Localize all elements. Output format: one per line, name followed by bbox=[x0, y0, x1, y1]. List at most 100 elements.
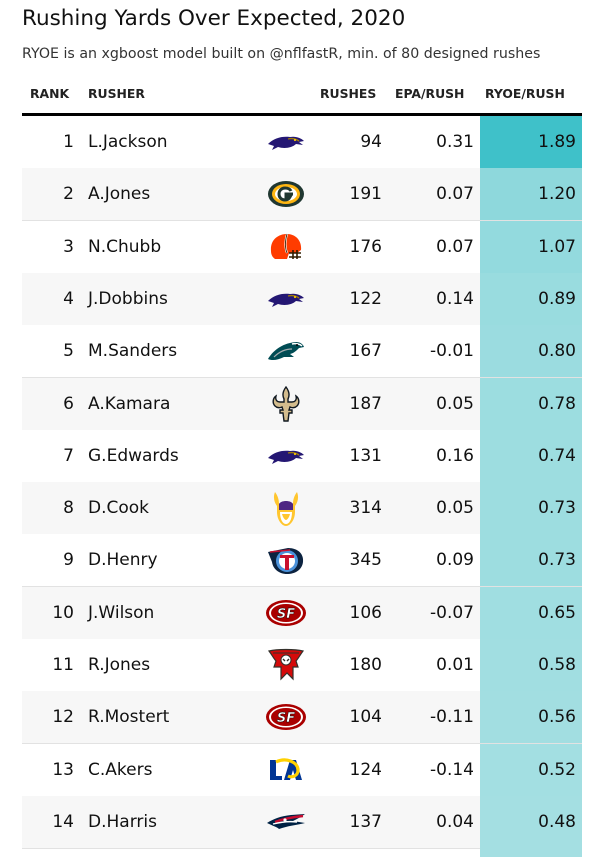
rank-cell: 12 bbox=[52, 707, 74, 728]
rank-cell: 13 bbox=[52, 759, 74, 780]
rusher-name-cell: R.Mostert bbox=[88, 707, 170, 728]
ryoe-per-rush-cell: 1.07 bbox=[480, 220, 582, 273]
svg-text:SF: SF bbox=[277, 711, 295, 726]
ryoe-per-rush-cell: 0.65 bbox=[480, 586, 582, 639]
table-row: 5 M.Sanders 167 -0.01 0.80 bbox=[22, 325, 582, 379]
ryoe-per-rush-cell: 0.73 bbox=[480, 482, 582, 535]
epa-per-rush-cell: 0.14 bbox=[436, 288, 474, 309]
epa-per-rush-cell: -0.14 bbox=[430, 759, 474, 780]
rank-cell: 9 bbox=[63, 550, 74, 571]
rushes-cell: 187 bbox=[349, 393, 382, 414]
header-rusher: RUSHER bbox=[88, 86, 145, 101]
epa-per-rush-cell: -0.01 bbox=[430, 341, 474, 362]
ryoe-per-rush-cell: 1.20 bbox=[480, 168, 582, 221]
epa-per-rush-cell: 0.31 bbox=[436, 132, 474, 152]
table-row: 8 D.Cook 314 0.05 0.73 bbox=[22, 482, 582, 536]
browns-logo-icon bbox=[260, 221, 312, 273]
header-rushes: RUSHES bbox=[320, 86, 377, 101]
rank-cell: 5 bbox=[63, 341, 74, 362]
table-row: 11 R.Jones 180 0.01 0.58 bbox=[22, 639, 582, 692]
chart-subtitle: RYOE is an xgboost model built on @nflfa… bbox=[22, 46, 541, 62]
rank-cell: 10 bbox=[52, 602, 74, 623]
rank-cell: 3 bbox=[63, 236, 74, 257]
epa-per-rush-cell: 0.01 bbox=[436, 655, 474, 675]
header-rank: RANK bbox=[30, 86, 70, 101]
rank-cell: 1 bbox=[63, 132, 74, 152]
table-row: 10 J.Wilson SF 106 -0.07 0.65 bbox=[22, 586, 582, 640]
vikings-logo-icon bbox=[260, 482, 312, 534]
buccaneers-logo-icon bbox=[260, 639, 312, 691]
eagles-logo-icon bbox=[260, 325, 312, 377]
rusher-name-cell: C.Akers bbox=[88, 759, 153, 780]
ryoe-column-tail bbox=[480, 843, 582, 857]
ravens-logo-icon bbox=[260, 116, 312, 168]
epa-per-rush-cell: 0.04 bbox=[436, 811, 474, 832]
rushes-cell: 191 bbox=[349, 184, 382, 205]
ryoe-per-rush-cell: 0.56 bbox=[480, 691, 582, 744]
rushes-cell: 345 bbox=[349, 550, 382, 571]
packers-logo-icon bbox=[260, 168, 312, 220]
table-row: 7 G.Edwards 131 0.16 0.74 bbox=[22, 429, 582, 483]
saints-logo-icon bbox=[260, 378, 312, 430]
rank-cell: 7 bbox=[63, 445, 74, 466]
epa-per-rush-cell: 0.09 bbox=[436, 550, 474, 571]
chart-title: Rushing Yards Over Expected, 2020 bbox=[22, 6, 406, 31]
rusher-name-cell: R.Jones bbox=[88, 655, 151, 675]
epa-per-rush-cell: 0.07 bbox=[436, 236, 474, 257]
table-header: RANK RUSHER RUSHES EPA/RUSH RYOE/RUSH bbox=[22, 85, 582, 116]
rusher-name-cell: D.Harris bbox=[88, 811, 157, 832]
table-row: 2 A.Jones 191 0.07 1.20 bbox=[22, 168, 582, 222]
titans-logo-icon bbox=[260, 534, 312, 586]
rushes-cell: 180 bbox=[349, 655, 382, 675]
rank-cell: 2 bbox=[63, 184, 74, 205]
49ers-logo-icon: SF bbox=[260, 691, 312, 743]
table-row: 13 C.Akers 124 -0.14 0.52 bbox=[22, 743, 582, 797]
table-row: 9 D.Henry 345 0.09 0.73 bbox=[22, 534, 582, 588]
epa-per-rush-cell: 0.16 bbox=[436, 445, 474, 466]
epa-per-rush-cell: 0.05 bbox=[436, 393, 474, 414]
rank-cell: 6 bbox=[63, 393, 74, 414]
rams-logo-icon bbox=[260, 744, 312, 796]
table-row: 14 D.Harris 137 0.04 0.48 bbox=[22, 795, 582, 849]
table-row: 1 L.Jackson 94 0.31 1.89 bbox=[22, 116, 582, 169]
rank-cell: 14 bbox=[52, 811, 74, 832]
ryoe-per-rush-cell: 1.89 bbox=[480, 116, 582, 168]
rusher-name-cell: J.Wilson bbox=[88, 602, 155, 623]
epa-per-rush-cell: -0.07 bbox=[430, 602, 474, 623]
rusher-name-cell: A.Jones bbox=[88, 184, 151, 205]
rushes-cell: 122 bbox=[349, 288, 382, 309]
header-ryoe: RYOE/RUSH bbox=[485, 86, 565, 101]
rank-cell: 4 bbox=[63, 288, 74, 309]
ryoe-per-rush-cell: 0.78 bbox=[480, 377, 582, 430]
header-epa: EPA/RUSH bbox=[395, 86, 465, 101]
rushes-cell: 137 bbox=[349, 811, 382, 832]
epa-per-rush-cell: 0.05 bbox=[436, 498, 474, 519]
svg-text:SF: SF bbox=[277, 607, 295, 622]
ryoe-per-rush-cell: 0.52 bbox=[480, 743, 582, 796]
rusher-name-cell: D.Henry bbox=[88, 550, 158, 571]
ravens-logo-icon bbox=[260, 430, 312, 482]
ryoe-per-rush-cell: 0.58 bbox=[480, 639, 582, 691]
table-row: 12 R.Mostert SF 104 -0.11 0.56 bbox=[22, 691, 582, 745]
table-row: 3 N.Chubb 176 0.07 1.07 bbox=[22, 220, 582, 274]
rusher-name-cell: J.Dobbins bbox=[88, 288, 168, 309]
table-row: 4 J.Dobbins 122 0.14 0.89 bbox=[22, 272, 582, 326]
ryoe-per-rush-cell: 0.80 bbox=[480, 325, 582, 378]
ryoe-per-rush-cell: 0.74 bbox=[480, 429, 582, 482]
rank-cell: 8 bbox=[63, 498, 74, 519]
ryoe-per-rush-cell: 0.89 bbox=[480, 272, 582, 325]
epa-per-rush-cell: 0.07 bbox=[436, 184, 474, 205]
rushes-cell: 94 bbox=[360, 132, 382, 152]
rushes-cell: 131 bbox=[349, 445, 382, 466]
rusher-name-cell: G.Edwards bbox=[88, 445, 179, 466]
rushes-cell: 124 bbox=[349, 759, 382, 780]
ryoe-per-rush-cell: 0.48 bbox=[480, 795, 582, 848]
rusher-name-cell: L.Jackson bbox=[88, 132, 168, 152]
epa-per-rush-cell: -0.11 bbox=[430, 707, 474, 728]
49ers-logo-icon: SF bbox=[260, 587, 312, 639]
rusher-name-cell: D.Cook bbox=[88, 498, 150, 519]
table-row: 6 A.Kamara 187 0.05 0.78 bbox=[22, 377, 582, 431]
rusher-name-cell: A.Kamara bbox=[88, 393, 171, 414]
ravens-logo-icon bbox=[260, 273, 312, 325]
rushes-cell: 176 bbox=[349, 236, 382, 257]
